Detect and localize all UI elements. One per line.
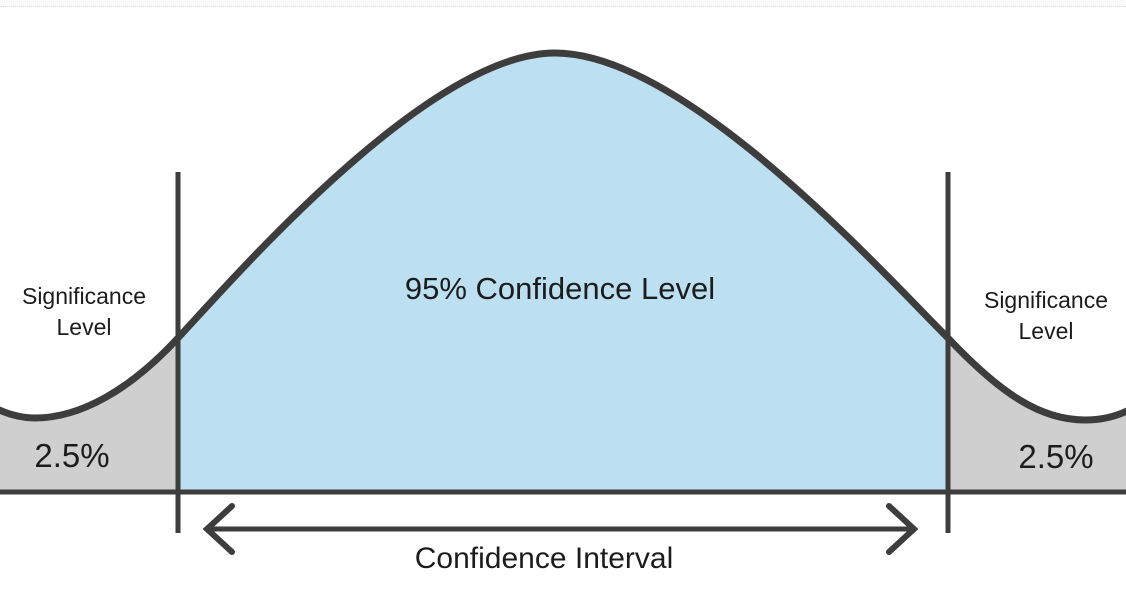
significance-label-left-line2: Level bbox=[56, 314, 112, 340]
confidence-interval-label: Confidence Interval bbox=[414, 542, 674, 575]
canvas-top-edge bbox=[0, 0, 1126, 7]
arrow-right-head-icon bbox=[886, 503, 919, 555]
right-tail-fill bbox=[948, 338, 1126, 491]
bell-curve-outline bbox=[0, 49, 1126, 424]
arrow-left-head-icon bbox=[202, 503, 235, 555]
significance-label-right-line2: Level bbox=[1018, 318, 1074, 344]
significance-label-left: Significance Level bbox=[6, 281, 162, 343]
confidence-interval-arrow bbox=[202, 503, 919, 555]
significance-label-right: Significance Level bbox=[968, 285, 1124, 347]
left-tail-fill bbox=[0, 338, 178, 491]
confidence-level-title: 95% Confidence Level bbox=[404, 271, 716, 306]
confidence-area-fill bbox=[178, 53, 948, 491]
significance-label-left-line1: Significance bbox=[21, 283, 147, 309]
tail-percent-right: 2.5% bbox=[1018, 438, 1094, 475]
tail-percent-left: 2.5% bbox=[34, 437, 110, 474]
significance-label-right-line1: Significance bbox=[983, 287, 1109, 313]
